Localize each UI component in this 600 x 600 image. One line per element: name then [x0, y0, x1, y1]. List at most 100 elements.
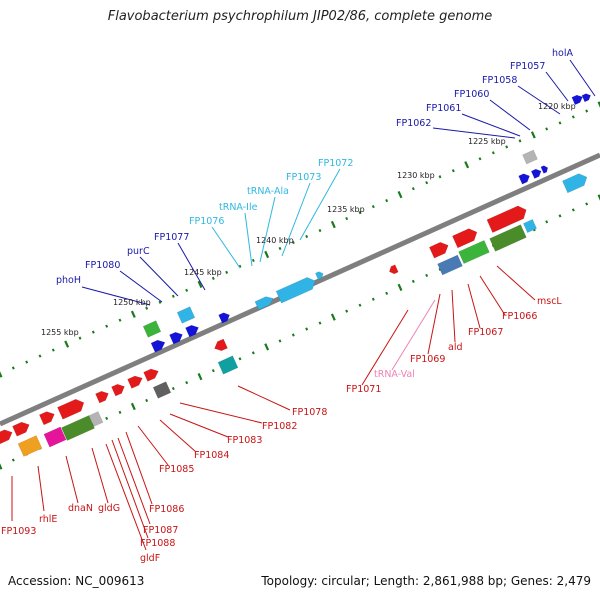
gene-label: FP1082 — [262, 421, 297, 432]
gene-label: FP1084 — [194, 450, 229, 461]
gene-label: FP1072 — [318, 158, 353, 169]
scale-tick — [145, 306, 149, 310]
feature-box-shape — [17, 435, 43, 457]
scale-tick — [264, 250, 270, 259]
feature-arrow-shape — [315, 271, 324, 280]
feature-box-shape — [88, 411, 104, 427]
feature-arrow-shape — [581, 93, 591, 103]
scale-label: 1225 kbp — [468, 137, 506, 146]
scale-tick — [171, 386, 175, 391]
scale-tick — [371, 205, 375, 209]
leader-line — [479, 275, 506, 316]
leader-line — [179, 402, 263, 424]
scale-tick — [585, 202, 589, 206]
leader-line — [361, 309, 409, 386]
scale-tick — [118, 318, 122, 322]
gene-label: FP1083 — [227, 435, 262, 446]
leader-line — [467, 283, 481, 329]
feature-arrow-shape — [530, 168, 542, 179]
gene-label: tRNA-Val — [374, 369, 415, 380]
scale-tick — [51, 348, 55, 352]
gene-label: mscL — [537, 296, 562, 307]
scale-tick — [78, 336, 82, 340]
scale-tick — [264, 343, 270, 351]
scale-tick — [291, 240, 295, 245]
leader-line — [259, 196, 276, 263]
feature-box — [437, 254, 463, 276]
feature-arrow — [562, 173, 588, 194]
feature-box — [176, 306, 196, 324]
gene-label: FP1073 — [286, 172, 321, 183]
feature-box-shape — [458, 240, 490, 264]
feature-arrow-shape — [39, 411, 55, 426]
scale-tick — [278, 246, 282, 251]
scale-label: 1235 kbp — [327, 205, 365, 214]
scale-tick — [105, 416, 109, 420]
scale-tick — [597, 194, 600, 201]
scale-tick — [438, 175, 442, 179]
scale-tick — [518, 139, 522, 143]
scale-tick — [145, 398, 149, 403]
scale-tick — [11, 366, 15, 370]
feature-box-shape — [142, 320, 162, 338]
leader-line — [391, 299, 436, 371]
scale-tick — [597, 101, 600, 108]
gene-features — [0, 93, 591, 457]
scale-tick — [11, 458, 15, 462]
scale-tick — [571, 208, 575, 212]
scale-tick — [291, 333, 295, 337]
scale-label: 1230 kbp — [397, 171, 435, 180]
scale-tick — [130, 310, 136, 318]
scale-tick — [318, 321, 322, 325]
scale-tick — [171, 294, 175, 298]
feature-box-shape — [152, 381, 172, 399]
gene-label: rhlE — [39, 514, 57, 525]
feature-arrow-shape — [540, 165, 549, 174]
scale-tick — [211, 276, 215, 280]
feature-arrow — [57, 398, 85, 420]
scale-tick — [397, 191, 403, 199]
feature-box — [217, 355, 239, 375]
feature-arrow-shape — [275, 277, 316, 304]
scale-tick — [238, 357, 242, 361]
feature-arrow-shape — [429, 242, 449, 259]
scale-tick — [251, 351, 255, 355]
feature-arrow — [275, 277, 316, 304]
scale-tick — [451, 169, 455, 173]
map-title: Flavobacterium psychrophilum JIP02/86, c… — [107, 9, 493, 24]
scale-tick — [38, 354, 42, 358]
scale-tick — [130, 402, 136, 411]
gene-label: FP1067 — [468, 327, 503, 338]
scale-tick — [397, 283, 403, 291]
feature-arrow — [486, 205, 527, 233]
leader-line — [432, 127, 516, 139]
feature-arrow — [254, 296, 274, 311]
scale-tick — [358, 303, 362, 307]
gene-label: holA — [552, 48, 573, 59]
scale-tick — [185, 288, 189, 292]
feature-box — [43, 426, 67, 448]
scale-tick — [0, 371, 3, 378]
scale-tick — [305, 234, 309, 239]
leader-line — [111, 439, 149, 539]
gene-label: FP1088 — [140, 538, 175, 549]
scale-tick — [330, 220, 336, 229]
feature-arrow — [0, 429, 13, 446]
accession-text: Accession: NC_009613 — [8, 574, 145, 588]
leader-line — [211, 226, 241, 269]
scale-tick — [530, 131, 536, 139]
feature-box — [17, 435, 43, 457]
feature-arrow-shape — [150, 339, 166, 353]
feature-arrow — [111, 383, 125, 397]
feature-arrow-shape — [218, 312, 230, 324]
leader-line — [37, 465, 45, 512]
scale-tick — [305, 327, 309, 331]
gene-label: FP1076 — [189, 216, 224, 227]
gene-label: FP1080 — [85, 260, 120, 271]
gene-label: FP1086 — [149, 504, 184, 515]
gene-label: gldF — [140, 553, 160, 564]
gene-label: FP1062 — [396, 118, 431, 129]
leader-line — [125, 431, 153, 505]
feature-box-shape — [217, 355, 239, 375]
gene-label: phoH — [56, 275, 81, 286]
